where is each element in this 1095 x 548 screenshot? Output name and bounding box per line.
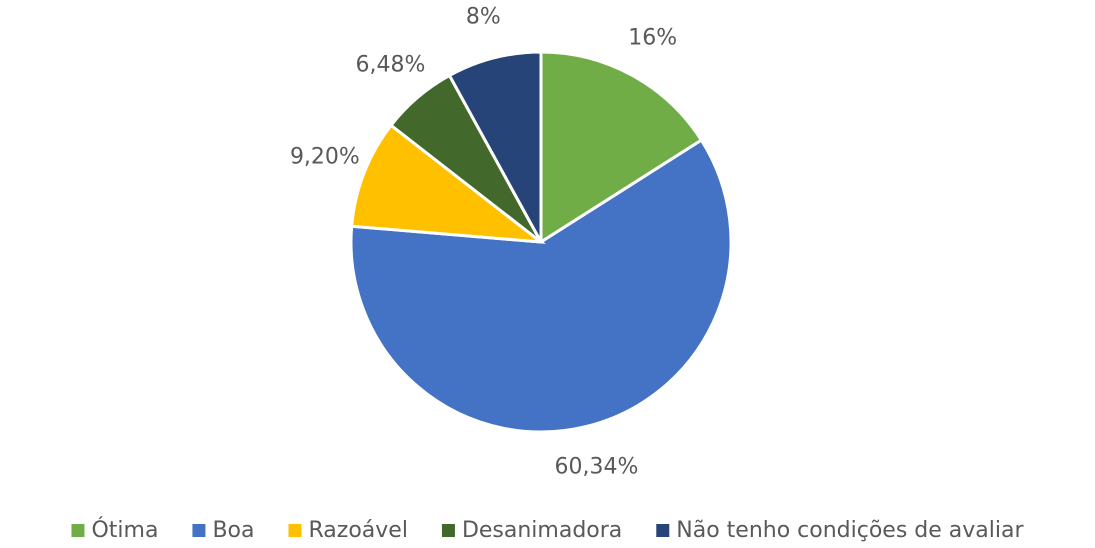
- legend-label: Razoável: [308, 518, 407, 543]
- pie-slice: [350, 123, 546, 244]
- legend-label: Boa: [212, 518, 254, 543]
- pie-slice: [447, 50, 543, 243]
- legend-swatch: [71, 524, 85, 537]
- data-label: 16%: [628, 26, 677, 51]
- legend-swatch: [656, 524, 670, 537]
- legend-swatch: [441, 524, 455, 537]
- data-label: 6,48%: [356, 52, 426, 77]
- legend-label: Ótima: [91, 517, 158, 543]
- legend-label: Não tenho condições de avaliar: [676, 518, 1024, 543]
- data-label: 60,34%: [554, 454, 638, 479]
- legend-label: Desanimadora: [462, 518, 622, 543]
- data-label: 9,20%: [290, 145, 360, 170]
- data-label: 8%: [466, 4, 501, 29]
- pie-slice: [349, 138, 733, 434]
- legend-swatch: [288, 524, 302, 537]
- legend-swatch: [192, 524, 206, 537]
- pie-slice: [539, 50, 704, 245]
